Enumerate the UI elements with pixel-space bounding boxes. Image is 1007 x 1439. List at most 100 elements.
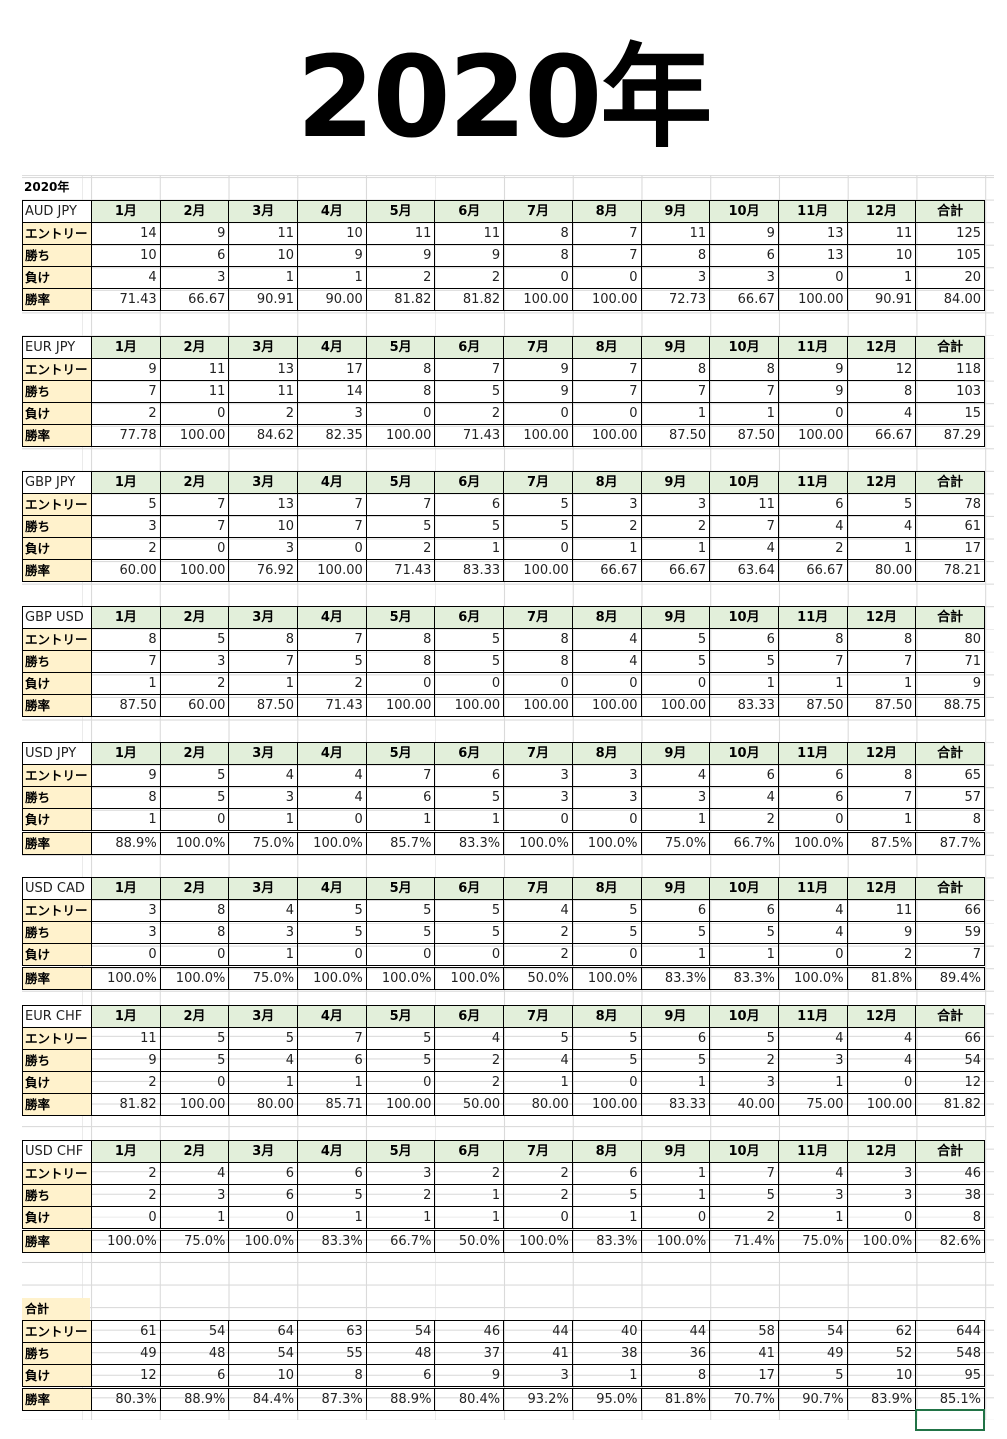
row-label-wins[interactable]: 勝ち xyxy=(22,380,92,403)
entry-cell[interactable]: 4 xyxy=(434,1027,505,1050)
wins-cell[interactable]: 10 xyxy=(228,515,299,538)
row-label-rate[interactable]: 勝率 xyxy=(22,559,92,582)
wins-cell[interactable]: 2 xyxy=(640,515,711,538)
rate-cell[interactable]: 75.0% xyxy=(228,965,299,990)
entry-cell[interactable]: 44 xyxy=(503,1320,573,1343)
losses-cell[interactable]: 2 xyxy=(434,402,505,425)
row-label-losses[interactable]: 負け xyxy=(22,808,92,832)
rate-cell[interactable]: 100.0% xyxy=(91,965,161,990)
month-header-cell[interactable]: 11月 xyxy=(777,471,848,494)
losses-cell[interactable]: 2 xyxy=(91,1071,161,1094)
entry-cell[interactable]: 4 xyxy=(297,764,367,787)
losses-cell[interactable]: 3 xyxy=(709,266,779,289)
losses-cell[interactable]: 1 xyxy=(777,672,848,695)
rate-cell[interactable]: 89.4% xyxy=(915,965,985,990)
wins-cell[interactable]: 10 xyxy=(228,244,299,267)
rate-cell[interactable]: 87.7% xyxy=(915,830,985,855)
losses-cell[interactable]: 2 xyxy=(297,672,367,695)
entry-cell[interactable]: 9 xyxy=(91,764,161,787)
losses-cell[interactable]: 0 xyxy=(640,672,711,695)
rate-cell[interactable]: 50.00 xyxy=(434,1093,505,1116)
losses-cell[interactable]: 1 xyxy=(297,266,367,289)
losses-cell[interactable]: 1 xyxy=(434,808,505,832)
entry-cell[interactable]: 80 xyxy=(915,628,985,651)
losses-cell[interactable]: 10 xyxy=(846,1364,917,1388)
entry-cell[interactable]: 3 xyxy=(640,493,711,516)
losses-cell[interactable]: 1 xyxy=(846,808,917,832)
rate-cell[interactable]: 90.00 xyxy=(297,288,367,311)
month-header-cell[interactable]: 3月 xyxy=(228,742,299,765)
entry-cell[interactable]: 9 xyxy=(503,358,573,381)
losses-cell[interactable]: 1 xyxy=(709,402,779,425)
rate-cell[interactable]: 83.3% xyxy=(571,1228,642,1253)
losses-cell[interactable]: 2 xyxy=(503,943,573,967)
rate-cell[interactable]: 60.00 xyxy=(159,694,230,717)
wins-cell[interactable]: 4 xyxy=(846,515,917,538)
wins-cell[interactable]: 4 xyxy=(846,1049,917,1072)
losses-cell[interactable]: 0 xyxy=(503,808,573,832)
losses-cell[interactable]: 2 xyxy=(91,402,161,425)
month-header-cell[interactable]: 9月 xyxy=(640,1140,711,1163)
month-header-cell[interactable]: 10月 xyxy=(709,877,779,900)
losses-cell[interactable]: 1 xyxy=(640,808,711,832)
month-header-cell[interactable]: 12月 xyxy=(846,1140,917,1163)
losses-cell[interactable]: 0 xyxy=(503,266,573,289)
rate-cell[interactable]: 66.67 xyxy=(640,559,711,582)
wins-cell[interactable]: 3 xyxy=(159,650,230,673)
month-header-cell[interactable]: 12月 xyxy=(846,877,917,900)
entry-cell[interactable]: 5 xyxy=(503,1027,573,1050)
wins-cell[interactable]: 3 xyxy=(91,515,161,538)
wins-cell[interactable]: 13 xyxy=(777,244,848,267)
wins-cell[interactable]: 5 xyxy=(571,1049,642,1072)
month-header-cell[interactable]: 2月 xyxy=(159,742,230,765)
month-header-cell[interactable]: 6月 xyxy=(434,877,505,900)
entry-cell[interactable]: 54 xyxy=(159,1320,230,1343)
losses-cell[interactable]: 1 xyxy=(571,1206,642,1230)
entry-cell[interactable]: 11 xyxy=(640,222,711,245)
rate-cell[interactable]: 85.71 xyxy=(297,1093,367,1116)
month-header-cell[interactable]: 10月 xyxy=(709,471,779,494)
losses-cell[interactable]: 6 xyxy=(159,1364,230,1388)
month-header-cell[interactable]: 1月 xyxy=(91,1005,161,1028)
losses-cell[interactable]: 9 xyxy=(915,672,985,695)
wins-cell[interactable]: 105 xyxy=(915,244,985,267)
losses-cell[interactable]: 0 xyxy=(571,266,642,289)
month-header-cell[interactable]: 3月 xyxy=(228,1140,299,1163)
rate-cell[interactable]: 100.0% xyxy=(503,1228,573,1253)
losses-cell[interactable]: 20 xyxy=(915,266,985,289)
wins-cell[interactable]: 5 xyxy=(503,515,573,538)
row-label-wins[interactable]: 勝ち xyxy=(22,786,92,809)
entry-cell[interactable]: 3 xyxy=(571,764,642,787)
wins-cell[interactable]: 7 xyxy=(159,515,230,538)
rate-cell[interactable]: 75.00 xyxy=(777,1093,848,1116)
totals-label[interactable]: 合計 xyxy=(22,1298,90,1320)
losses-cell[interactable]: 7 xyxy=(915,943,985,967)
month-header-cell[interactable]: 11月 xyxy=(777,877,848,900)
losses-cell[interactable]: 3 xyxy=(228,537,299,560)
rate-cell[interactable]: 70.7% xyxy=(709,1386,779,1411)
wins-cell[interactable]: 9 xyxy=(846,921,917,944)
row-label-entry[interactable]: エントリー xyxy=(22,1320,92,1343)
rate-cell[interactable]: 88.9% xyxy=(365,1386,436,1411)
month-header-cell[interactable]: 3月 xyxy=(228,1005,299,1028)
rate-cell[interactable]: 100.00 xyxy=(365,424,436,447)
rate-cell[interactable]: 83.33 xyxy=(434,559,505,582)
row-label-wins[interactable]: 勝ち xyxy=(22,515,92,538)
losses-cell[interactable]: 15 xyxy=(915,402,985,425)
row-label-rate[interactable]: 勝率 xyxy=(22,1228,92,1253)
wins-cell[interactable]: 4 xyxy=(777,515,848,538)
wins-cell[interactable]: 37 xyxy=(434,1342,505,1365)
entry-cell[interactable]: 3 xyxy=(503,764,573,787)
losses-cell[interactable]: 0 xyxy=(91,943,161,967)
wins-cell[interactable]: 103 xyxy=(915,380,985,403)
wins-cell[interactable]: 7 xyxy=(297,515,367,538)
entry-cell[interactable]: 5 xyxy=(159,1027,230,1050)
losses-cell[interactable]: 0 xyxy=(503,537,573,560)
entry-cell[interactable]: 4 xyxy=(846,1027,917,1050)
losses-cell[interactable]: 0 xyxy=(503,1206,573,1230)
losses-cell[interactable]: 0 xyxy=(777,943,848,967)
losses-cell[interactable]: 3 xyxy=(503,1364,573,1388)
entry-cell[interactable]: 40 xyxy=(571,1320,642,1343)
wins-cell[interactable]: 14 xyxy=(297,380,367,403)
entry-cell[interactable]: 46 xyxy=(915,1162,985,1185)
